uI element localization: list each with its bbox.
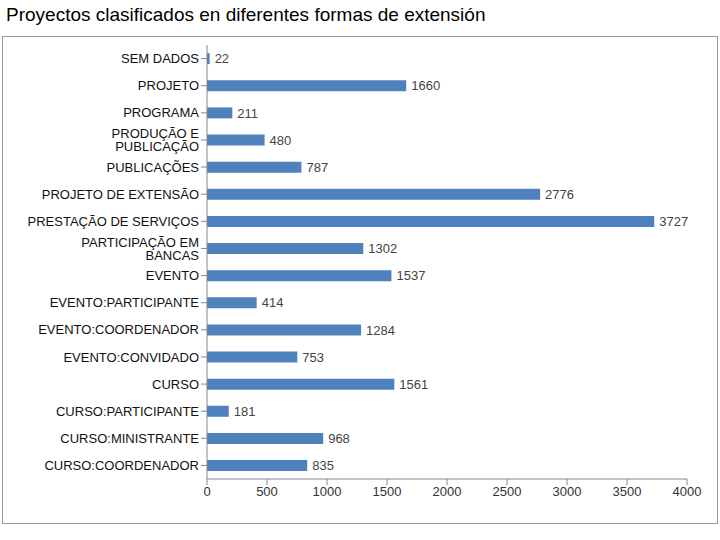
- svg-text:835: 835: [312, 458, 334, 473]
- svg-text:EVENTO:PARTICIPANTE: EVENTO:PARTICIPANTE: [50, 295, 200, 310]
- html-text:Proyectos clasificados en dife: Proyectos clasificados en diferentes for…: [6, 4, 486, 25]
- svg-text:PROJETO: PROJETO: [138, 78, 199, 93]
- svg-text:0: 0: [203, 484, 210, 499]
- svg-text:4000: 4000: [673, 484, 702, 499]
- svg-text:3500: 3500: [613, 484, 642, 499]
- svg-text:181: 181: [234, 404, 256, 419]
- svg-text:787: 787: [306, 160, 328, 175]
- svg-text:211: 211: [237, 106, 258, 121]
- svg-text:PRODUÇÃO EPUBLICAÇÃO: PRODUÇÃO EPUBLICAÇÃO: [112, 126, 200, 154]
- svg-text:1284: 1284: [366, 323, 395, 338]
- svg-text:1302: 1302: [368, 241, 397, 256]
- svg-text:480: 480: [270, 133, 292, 148]
- svg-text:1561: 1561: [399, 377, 428, 392]
- svg-text:2500: 2500: [493, 484, 522, 499]
- svg-text:EVENTO:COORDENADOR: EVENTO:COORDENADOR: [38, 322, 199, 337]
- svg-text:2776: 2776: [545, 187, 574, 202]
- svg-text:PARTICIPAÇÃO EMBANCAS: PARTICIPAÇÃO EMBANCAS: [81, 235, 199, 263]
- svg-text:3000: 3000: [553, 484, 582, 499]
- svg-text:EVENTO: EVENTO: [146, 268, 199, 283]
- svg-text:2000: 2000: [433, 484, 462, 499]
- svg-text:CURSO:PARTICIPANTE: CURSO:PARTICIPANTE: [56, 404, 199, 419]
- svg-text:PUBLICAÇÕES: PUBLICAÇÕES: [107, 160, 200, 175]
- svg-text:500: 500: [256, 484, 278, 499]
- svg-text:3727: 3727: [659, 214, 688, 229]
- svg-text:SEM DADOS: SEM DADOS: [121, 51, 199, 66]
- svg-text:1537: 1537: [396, 268, 425, 283]
- svg-text:PRESTAÇÃO DE SERVIÇOS: PRESTAÇÃO DE SERVIÇOS: [28, 214, 200, 229]
- svg-text:PROJETO DE EXTENSÃO: PROJETO DE EXTENSÃO: [42, 187, 199, 202]
- svg-text:1000: 1000: [313, 484, 342, 499]
- svg-text:968: 968: [328, 431, 350, 446]
- svg-text:1660: 1660: [411, 78, 440, 93]
- svg-text:CURSO:COORDENADOR: CURSO:COORDENADOR: [44, 458, 199, 473]
- svg-text:22: 22: [215, 51, 229, 66]
- svg-text:EVENTO:CONVIDADO: EVENTO:CONVIDADO: [63, 350, 199, 365]
- svg-text:CURSO: CURSO: [152, 377, 199, 392]
- svg-text:1500: 1500: [373, 484, 402, 499]
- svg-text:PROGRAMA: PROGRAMA: [123, 105, 199, 120]
- svg-text:CURSO:MINISTRANTE: CURSO:MINISTRANTE: [60, 431, 199, 446]
- svg-text:753: 753: [302, 350, 324, 365]
- svg-text:414: 414: [262, 295, 284, 310]
